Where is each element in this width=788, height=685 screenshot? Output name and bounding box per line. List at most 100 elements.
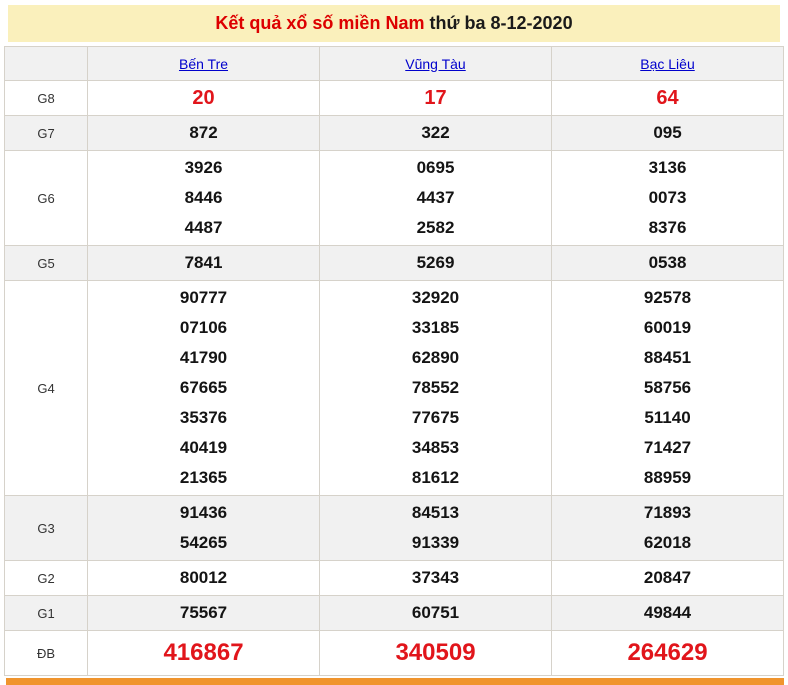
province-link[interactable]: Vũng Tàu [405,55,466,72]
result-number: 88959 [643,468,692,487]
result-cell: 3136 0073 8376 [551,150,784,246]
result-number: 78552 [411,378,460,397]
result-cell: 91436 54265 [87,495,320,561]
result-number: 5269 [416,253,455,272]
results-table: Bến Tre Vũng Tàu Bạc Liêu G8 20 17 64 G7 872 322… [4,46,784,676]
result-number: 340509 [395,639,476,666]
province-header: Vũng Tàu [319,46,552,81]
result-cell: 17 [319,80,552,116]
result-number: 81612 [411,468,460,487]
result-number: 60019 [643,318,692,337]
result-number: 37343 [411,568,460,587]
result-cell: 37343 [319,560,552,596]
prize-label: G1 [4,595,88,631]
result-cell: 20847 [551,560,784,596]
result-number: 8376 [648,218,687,237]
result-number: 71427 [643,438,692,457]
result-cell: 0538 [551,245,784,281]
prize-label: G3 [4,495,88,561]
prize-label: G2 [4,560,88,596]
prize-row-G7: G7 872 322 095 [4,115,784,151]
result-number: 322 [421,123,450,142]
result-number: 34853 [411,438,460,457]
header-row: Bến Tre Vũng Tàu Bạc Liêu [4,46,784,81]
result-cell: 64 [551,80,784,116]
result-number: 0538 [648,253,687,272]
result-number: 41790 [179,348,228,367]
title-date: thứ ba 8-12-2020 [429,13,573,33]
result-number: 7841 [184,253,223,272]
result-cell: 0695 4437 2582 [319,150,552,246]
bottom-orange-bar [6,678,784,685]
result-number: 91339 [411,533,460,552]
prize-row-G6: G6 3926 8446 4487 0695 4437 2582 3136 0073 8376 [4,150,784,246]
prize-label: ĐB [4,630,88,676]
prize-row-G3: G3 91436 54265 84513 91339 71893 62018 [4,495,784,561]
result-number: 62890 [411,348,460,367]
result-cell: 84513 91339 [319,495,552,561]
result-number: 8446 [184,188,223,207]
result-number: 416867 [163,639,244,666]
result-number: 51140 [644,408,691,427]
result-cell: 60751 [319,595,552,631]
result-number: 0695 [416,158,455,177]
result-number: 60751 [411,603,460,622]
result-number: 91436 [179,503,228,522]
prize-label: G4 [4,280,88,496]
prize-label: G8 [4,80,88,116]
result-number: 80012 [179,568,228,587]
result-number: 75567 [179,603,228,622]
page-title: Kết quả xổ số miền Nam thứ ba 8-12-2020 [8,5,780,42]
result-number: 20847 [643,568,692,587]
prize-row-ĐB: ĐB 416867 340509 264629 [4,630,784,676]
result-number: 21365 [179,468,228,487]
result-number: 872 [189,123,218,142]
title-main: Kết quả xổ số miền Nam [215,13,425,33]
result-cell: 264629 [551,630,784,676]
result-cell: 71893 62018 [551,495,784,561]
result-number: 17 [424,87,447,109]
result-number: 264629 [627,639,708,666]
result-cell: 80012 [87,560,320,596]
result-cell: 92578 60019 88451 58756 51140 71427 88959 [551,280,784,496]
result-cell: 5269 [319,245,552,281]
result-number: 33185 [411,318,460,337]
result-cell: 75567 [87,595,320,631]
result-cell: 872 [87,115,320,151]
result-number: 49844 [643,603,692,622]
result-number: 67665 [179,378,228,397]
province-link[interactable]: Bạc Liêu [640,55,695,72]
result-number: 4437 [416,188,455,207]
prize-row-G1: G1 75567 60751 49844 [4,595,784,631]
result-number: 58756 [643,378,692,397]
province-header: Bạc Liêu [551,46,784,81]
result-number: 90777 [179,288,228,307]
prize-row-G5: G5 7841 5269 0538 [4,245,784,281]
result-cell: 3926 8446 4487 [87,150,320,246]
result-number: 54265 [179,533,228,552]
result-cell: 7841 [87,245,320,281]
result-number: 4487 [184,218,223,237]
header-empty-cell [4,46,88,81]
prize-label: G6 [4,150,88,246]
result-number: 64 [656,87,679,109]
result-number: 35376 [179,408,228,427]
results-tbody: G8 20 17 64 G7 872 322 095 G6 3926 8446 4487 0695 443… [4,80,784,676]
result-number: 92578 [643,288,692,307]
result-cell: 322 [319,115,552,151]
prize-row-G4: G4 90777 07106 41790 67665 35376 40419 21365 329… [4,280,784,496]
result-cell: 095 [551,115,784,151]
result-number: 71893 [643,503,692,522]
result-number: 095 [653,123,682,142]
result-number: 77675 [411,408,460,427]
province-link[interactable]: Bến Tre [178,55,229,72]
result-cell: 90777 07106 41790 67665 35376 40419 21365 [87,280,320,496]
result-number: 2582 [416,218,455,237]
result-number: 88451 [643,348,692,367]
result-number: 0073 [648,188,687,207]
result-number: 84513 [411,503,460,522]
result-number: 20 [192,87,215,109]
prize-label: G5 [4,245,88,281]
prize-row-G2: G2 80012 37343 20847 [4,560,784,596]
